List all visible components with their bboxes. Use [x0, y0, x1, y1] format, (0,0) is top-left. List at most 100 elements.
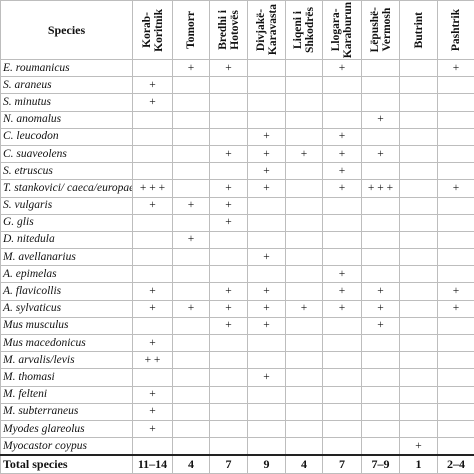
- presence-cell: +: [210, 214, 248, 231]
- presence-cell: [400, 352, 438, 369]
- presence-cell: +: [323, 60, 362, 77]
- presence-cell: [438, 214, 474, 231]
- species-name: M. thomasi: [1, 369, 133, 386]
- presence-cell: +: [210, 197, 248, 214]
- presence-cell: [323, 231, 362, 248]
- presence-cell: [286, 111, 323, 128]
- presence-cell: [133, 266, 173, 283]
- presence-cell: [133, 214, 173, 231]
- presence-cell: [438, 145, 474, 162]
- presence-cell: +: [438, 300, 474, 317]
- presence-cell: [133, 438, 173, 456]
- presence-cell: +: [248, 163, 286, 180]
- presence-cell: +: [133, 197, 173, 214]
- total-value: 7: [210, 455, 248, 474]
- species-name: Myodes glareolus: [1, 420, 133, 437]
- table-row: N. anomalus+: [1, 111, 474, 128]
- presence-cell: +: [248, 180, 286, 197]
- presence-cell: [133, 369, 173, 386]
- presence-cell: [362, 420, 400, 437]
- presence-cell: [323, 438, 362, 456]
- presence-cell: [438, 128, 474, 145]
- table-row: C. suaveolens+++++: [1, 145, 474, 162]
- presence-cell: [362, 266, 400, 283]
- presence-cell: +: [323, 180, 362, 197]
- presence-cell: [323, 77, 362, 94]
- locality-header: Bredhi i Hotovës: [210, 1, 248, 60]
- presence-cell: +: [323, 300, 362, 317]
- presence-cell: [362, 386, 400, 403]
- presence-cell: [323, 352, 362, 369]
- species-name: M. subterraneus: [1, 403, 133, 420]
- presence-cell: [362, 369, 400, 386]
- presence-cell: [248, 438, 286, 456]
- presence-cell: [173, 335, 210, 352]
- species-name: G. glis: [1, 214, 133, 231]
- presence-cell: [248, 60, 286, 77]
- presence-cell: +: [323, 163, 362, 180]
- presence-cell: [286, 352, 323, 369]
- species-name: T. stankovici/ caeca/europaea: [1, 180, 133, 197]
- presence-cell: [400, 249, 438, 266]
- presence-cell: [286, 163, 323, 180]
- presence-cell: [248, 352, 286, 369]
- header-row: Species Korab- Koritnik Tomorr Bredhi i …: [1, 1, 474, 60]
- total-value: 11–14: [133, 455, 173, 474]
- presence-cell: [173, 283, 210, 300]
- presence-cell: [133, 231, 173, 248]
- species-name: S. etruscus: [1, 163, 133, 180]
- presence-cell: [173, 403, 210, 420]
- presence-cell: [323, 317, 362, 334]
- table-row: M. arvalis/levis+ +: [1, 352, 474, 369]
- table-row: A. flavicollis++++++: [1, 283, 474, 300]
- presence-cell: [286, 94, 323, 111]
- presence-cell: [210, 231, 248, 248]
- presence-cell: [400, 403, 438, 420]
- table-row: M. felteni+: [1, 386, 474, 403]
- presence-cell: [248, 111, 286, 128]
- species-name: S. minutus: [1, 94, 133, 111]
- presence-cell: [173, 438, 210, 456]
- presence-cell: [286, 214, 323, 231]
- presence-cell: [286, 283, 323, 300]
- presence-cell: [210, 352, 248, 369]
- presence-cell: [248, 266, 286, 283]
- species-name: M. arvalis/levis: [1, 352, 133, 369]
- presence-cell: [400, 300, 438, 317]
- table-row: G. glis +: [1, 214, 474, 231]
- presence-cell: [210, 94, 248, 111]
- presence-cell: [210, 128, 248, 145]
- presence-cell: [210, 420, 248, 437]
- presence-cell: [438, 386, 474, 403]
- presence-cell: [362, 403, 400, 420]
- presence-cell: [286, 403, 323, 420]
- presence-cell: [173, 180, 210, 197]
- presence-cell: [400, 386, 438, 403]
- locality-header: Tomorr: [173, 1, 210, 60]
- presence-cell: [362, 438, 400, 456]
- presence-cell: [210, 163, 248, 180]
- total-value: 2–4: [438, 455, 474, 474]
- presence-cell: [210, 386, 248, 403]
- locality-header: Divjakë- Karavasta: [248, 1, 286, 60]
- total-value: 4: [286, 455, 323, 474]
- table-body: E. roumanicus++++S. araneus+S. minutus+N…: [1, 60, 474, 456]
- presence-cell: +: [248, 249, 286, 266]
- presence-cell: [248, 231, 286, 248]
- total-value: 7–9: [362, 455, 400, 474]
- presence-cell: [248, 386, 286, 403]
- presence-cell: [438, 197, 474, 214]
- presence-cell: [286, 386, 323, 403]
- locality-header: Llogara- Karaburun: [323, 1, 362, 60]
- presence-cell: +: [362, 283, 400, 300]
- presence-cell: [323, 214, 362, 231]
- presence-cell: [400, 145, 438, 162]
- presence-cell: +: [133, 335, 173, 352]
- total-label: Total species: [1, 455, 133, 474]
- presence-cell: [133, 249, 173, 266]
- presence-cell: [286, 180, 323, 197]
- presence-cell: [438, 111, 474, 128]
- presence-cell: [400, 111, 438, 128]
- presence-cell: +: [133, 300, 173, 317]
- presence-cell: [438, 420, 474, 437]
